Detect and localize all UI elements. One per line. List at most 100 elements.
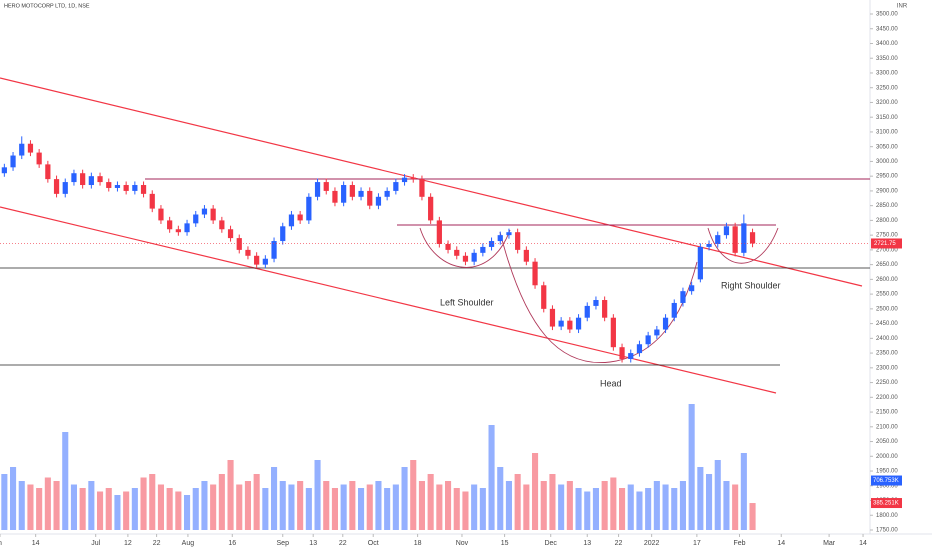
volume-bar [123,491,130,530]
candle-body [97,176,103,183]
candle-body [645,335,651,345]
candle-body [80,173,86,186]
volume-bar [505,481,512,530]
volume-bar [410,460,417,530]
candle-body [436,220,442,244]
candle-body [602,300,608,318]
x-tick-label: Dec [544,540,557,547]
volume-bar [471,484,478,530]
candle-body [106,182,112,188]
x-tick-label: 14 [777,540,785,547]
candle-body [227,229,234,239]
volume-bar [514,474,521,530]
volume-bar [271,467,278,530]
candle-body [245,249,251,256]
candle-body [419,179,425,197]
volume-bar [79,488,86,530]
volume-bar [314,460,321,530]
volume-bar [227,460,234,530]
candle-body [114,185,121,188]
candle-body [19,143,25,156]
volume-bar [645,488,652,530]
volume-bar [418,481,425,530]
candle-body [158,208,164,221]
volume-bar [558,484,565,530]
y-tick-label: 2800.00 [876,218,898,224]
candle-body [549,308,556,327]
volume-bar [714,460,721,530]
candle-body [610,317,616,348]
candle-body [697,246,703,280]
volume-bar [62,432,69,530]
volume-bar [36,488,43,530]
volume-bar [636,491,643,530]
candle-body [471,252,477,262]
y-tick-label: 2250.00 [876,380,898,386]
candle-body [749,232,756,244]
candle-body [732,226,738,253]
volume-bar [662,484,669,530]
x-tick-label: 22 [153,540,161,547]
trend-line [0,77,863,287]
candle-body [358,190,364,197]
candle-body [375,196,382,206]
volume-bar [97,491,104,530]
x-tick-label: n [0,540,2,547]
volume-bar [88,481,95,530]
volume-bar [653,481,660,530]
x-tick-label: Jul [91,540,100,547]
x-tick-label: 13 [583,540,591,547]
x-tick-label: Nov [456,540,469,547]
candle-body [523,249,529,262]
volume-bar [375,481,382,530]
volume-bar [366,484,373,530]
x-tick-label: 22 [339,540,347,547]
candle-body [271,241,277,259]
volume-bar [523,484,530,530]
volume-bar [253,474,260,530]
volume-bar [497,467,504,530]
volume-bar [279,481,286,530]
volume-bar [175,491,182,530]
candle-body [454,249,460,256]
candle-body [88,176,94,186]
volume-bar [1,474,8,530]
volume-average-box [871,475,902,486]
candle-body [175,229,181,233]
candle-body [36,152,42,165]
x-tick-label: 15 [501,540,509,547]
candle-body [149,193,155,209]
volume-bar [201,481,208,530]
candle-body [410,177,416,180]
candle-body [53,179,60,194]
volume-bar [244,481,251,530]
x-tick-label: Mar [823,540,836,547]
currency-label: INR [897,4,908,10]
candle-body [262,258,268,265]
shoulder-arc [707,227,779,264]
x-tick-label: Oct [368,540,379,547]
candle-body [558,320,564,327]
volume-bar [697,467,704,530]
y-tick-label: 2900.00 [876,188,898,194]
volume-bar [462,491,469,530]
y-tick-label: 2750.00 [876,233,898,239]
volume-bar [331,488,338,530]
volume-bar [305,488,312,530]
volume-bar [44,477,51,530]
volume-bar [575,488,582,530]
volume-bar [610,477,617,530]
volume-bar [53,481,60,530]
candle-body [715,235,721,244]
last-price-label: 2721.75 [874,241,896,247]
candle-body [462,255,469,262]
candle-body [254,255,260,265]
y-tick-label: 2400.00 [876,336,898,342]
candle-body [367,190,373,206]
trend-line [0,206,777,394]
volume-bar [288,484,295,530]
volume-bar [18,481,25,530]
y-tick-label: 3300.00 [876,71,898,77]
y-tick-label: 2450.00 [876,321,898,327]
